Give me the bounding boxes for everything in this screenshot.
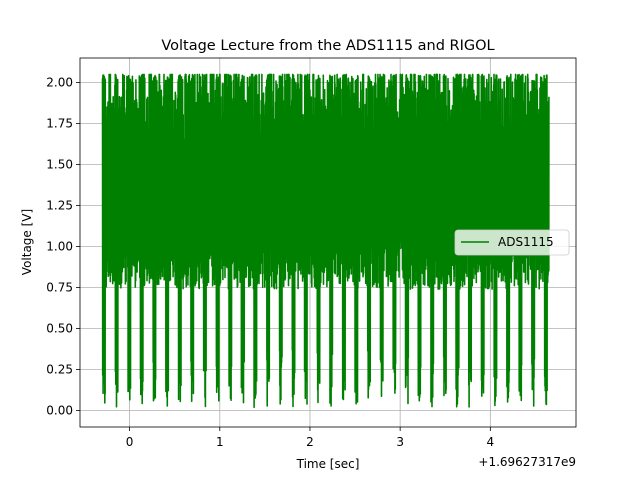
legend-box bbox=[454, 229, 570, 256]
x-offset-label: +1.69627317e9 bbox=[478, 455, 576, 469]
legend-label-ads1115: ADS1115 bbox=[498, 235, 554, 249]
y-tick-label: 1.00 bbox=[46, 240, 73, 254]
y-tick-label: 0.25 bbox=[46, 363, 73, 377]
chart-title: Voltage Lecture from the ADS1115 and RIG… bbox=[161, 38, 494, 54]
y-tick-label: 0.50 bbox=[46, 322, 73, 336]
y-tick-label: 0.00 bbox=[46, 404, 73, 418]
x-axis-label: Time [sec] bbox=[296, 457, 360, 471]
x-tick-label: 3 bbox=[396, 435, 404, 449]
y-tick-label: 0.75 bbox=[46, 281, 73, 295]
y-tick-label: 1.25 bbox=[46, 199, 73, 213]
y-axis-label: Voltage [V] bbox=[20, 209, 34, 275]
series-ads1115-line bbox=[101, 73, 550, 409]
y-axis-ticks: 0.00 0.25 0.50 0.75 1.00 1.25 1.50 1.75 2.00 bbox=[46, 76, 80, 418]
y-tick-label: 2.00 bbox=[46, 76, 73, 90]
x-tick-label: 4 bbox=[487, 435, 495, 449]
x-tick-label: 2 bbox=[306, 435, 314, 449]
plot-frame bbox=[79, 57, 577, 428]
x-axis-ticks: 0 1 2 3 4 bbox=[126, 427, 494, 449]
legend: ADS1115 bbox=[454, 229, 570, 256]
y-tick-label: 1.50 bbox=[46, 158, 73, 172]
x-tick-label: 1 bbox=[216, 435, 224, 449]
x-tick-label: 0 bbox=[126, 435, 134, 449]
y-tick-label: 1.75 bbox=[46, 117, 73, 131]
